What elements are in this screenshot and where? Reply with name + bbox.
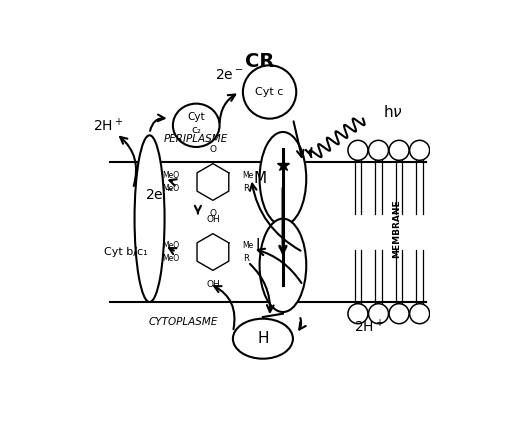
Text: CYTOPLASME: CYTOPLASME — [148, 317, 218, 327]
Text: Cyt b/c₁: Cyt b/c₁ — [105, 247, 148, 257]
Ellipse shape — [173, 103, 220, 147]
Text: Me: Me — [242, 241, 253, 250]
Ellipse shape — [260, 132, 306, 225]
Text: MeO: MeO — [163, 241, 180, 250]
Text: Cyt: Cyt — [187, 112, 205, 122]
Circle shape — [348, 140, 368, 160]
Text: R: R — [243, 184, 249, 193]
Text: Me: Me — [242, 171, 253, 180]
Circle shape — [368, 304, 388, 324]
Text: MeO: MeO — [163, 254, 180, 263]
Text: c₂: c₂ — [191, 125, 201, 135]
Text: M: M — [253, 171, 266, 186]
Circle shape — [368, 140, 388, 160]
Text: 2e$^-$: 2e$^-$ — [145, 188, 174, 202]
Text: Cyt c: Cyt c — [255, 87, 284, 97]
Text: PÉRIPLASME: PÉRIPLASME — [164, 134, 228, 144]
Text: h$\nu$: h$\nu$ — [383, 104, 403, 120]
Text: OH: OH — [206, 280, 220, 289]
Circle shape — [409, 304, 429, 324]
Ellipse shape — [134, 135, 165, 302]
Text: H: H — [257, 331, 269, 346]
Ellipse shape — [243, 65, 296, 119]
Text: CR: CR — [245, 52, 274, 71]
Text: MeO: MeO — [163, 184, 180, 193]
Circle shape — [389, 304, 409, 324]
Ellipse shape — [260, 219, 306, 312]
Circle shape — [389, 140, 409, 160]
Text: 2e$^-$: 2e$^-$ — [215, 68, 244, 82]
Text: R: R — [243, 254, 249, 263]
Text: OH: OH — [206, 215, 220, 224]
Circle shape — [348, 304, 368, 324]
Text: O: O — [209, 209, 216, 218]
Ellipse shape — [233, 319, 293, 359]
Text: 2H$^+$: 2H$^+$ — [354, 318, 385, 336]
Circle shape — [409, 140, 429, 160]
Text: 2H$^+$: 2H$^+$ — [93, 116, 123, 134]
Text: MeO: MeO — [163, 171, 180, 180]
Text: O: O — [209, 145, 216, 154]
Text: MEMBRANE: MEMBRANE — [392, 199, 401, 258]
Text: L: L — [255, 238, 264, 253]
